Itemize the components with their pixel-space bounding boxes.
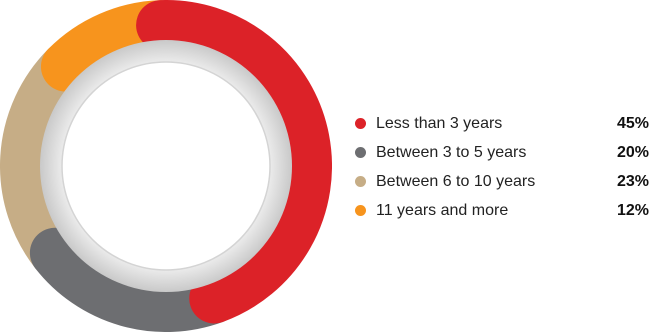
donut-slice-between-6-to-10-years [0,41,91,278]
legend-dot-less-than-3-years [355,118,366,129]
legend-item-less-than-3-years: Less than 3 years 45% [355,109,655,138]
legend-value-3-to-5-years: 20% [616,143,649,161]
donut-slices [0,0,332,332]
legend-item-3-to-5-years: Between 3 to 5 years 20% [355,138,655,167]
legend-label-11-years-and-more: 11 years and more [376,201,509,219]
legend-label-6-to-10-years: Between 6 to 10 years [376,172,536,190]
legend-value-less-than-3-years: 45% [616,114,649,132]
legend-dot-11-years-and-more [355,205,366,216]
legend-label-3-to-5-years: Between 3 to 5 years [376,143,527,161]
legend-dot-6-to-10-years [355,176,366,187]
legend-item-6-to-10-years: Between 6 to 10 years 23% [355,167,655,196]
legend-value-11-years-and-more: 12% [616,201,649,219]
donut-center-circle [61,61,271,271]
legend-item-11-years-and-more: 11 years and more 12% [355,196,655,225]
legend: Less than 3 years 45% Between 3 to 5 yea… [355,109,655,225]
legend-value-6-to-10-years: 23% [616,172,649,190]
legend-label-less-than-3-years: Less than 3 years [376,114,503,132]
legend-dot-3-to-5-years [355,147,366,158]
donut-slice-less-than-3-years [136,0,332,324]
donut-chart [0,0,332,332]
